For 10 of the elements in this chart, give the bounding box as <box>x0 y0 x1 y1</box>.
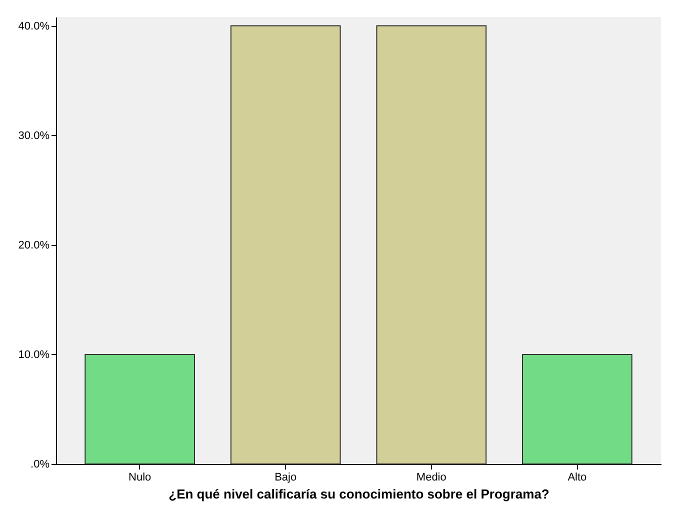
y-tick-label: 30.0% <box>18 130 50 142</box>
x-axis-title: ¿En qué nivel calificaría su conocimiento sobre el Programa? <box>168 486 550 502</box>
x-tick-label: Alto <box>568 472 587 484</box>
y-tick-label: 10.0% <box>18 348 50 361</box>
x-tick-label: Medio <box>416 472 446 484</box>
x-tick-label: Nulo <box>128 472 152 484</box>
y-tick-label: 40.0% <box>18 20 50 32</box>
y-tick-label: 20.0% <box>18 239 50 252</box>
x-tick-label: Bajo <box>274 472 297 484</box>
y-tick-label: .0% <box>30 458 50 470</box>
